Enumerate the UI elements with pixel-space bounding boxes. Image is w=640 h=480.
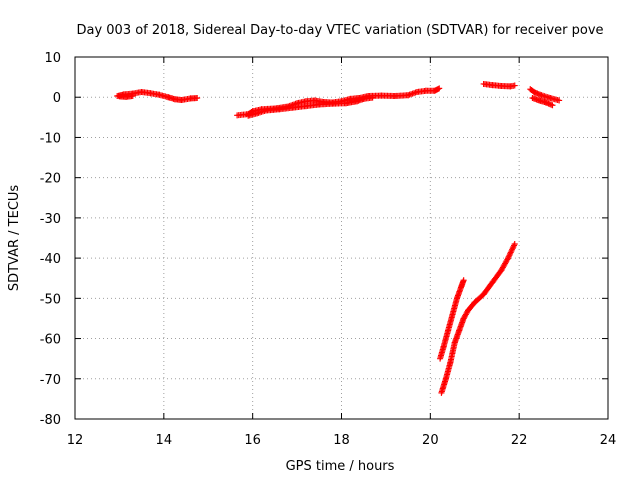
y-tick-label: -70 [40, 373, 61, 388]
data-point [460, 277, 467, 284]
y-axis-label: SDTVAR / TECUs [7, 185, 22, 292]
x-tick-label: 22 [511, 433, 528, 448]
data-point [549, 102, 556, 109]
x-tick-label: 14 [156, 433, 173, 448]
data-points [114, 80, 563, 396]
y-tick-label: -30 [40, 212, 61, 227]
x-tick-label: 24 [600, 433, 617, 448]
chart-title: Day 003 of 2018, Sidereal Day-to-day VTE… [76, 23, 603, 38]
x-tick-label: 18 [333, 433, 350, 448]
data-point [436, 85, 443, 92]
y-tick-label: -80 [40, 413, 61, 428]
data-point [435, 85, 442, 92]
data-point [194, 95, 201, 102]
x-tick-label: 16 [244, 433, 261, 448]
data-point [369, 94, 376, 101]
data-point [511, 241, 518, 248]
y-tick-label: 0 [53, 91, 61, 106]
x-tick-label: 20 [422, 433, 439, 448]
y-tick-label: -50 [40, 292, 61, 307]
y-tick-label: -20 [40, 172, 61, 187]
axis-ticks: 12 14 16 18 20 22 24 10 0 -10 -20 -30 -40 -50 -60 -70 -8… [40, 51, 617, 448]
y-tick-label: -60 [40, 333, 61, 348]
data-point [511, 82, 518, 89]
data-point [556, 97, 563, 104]
grid-lines [75, 57, 608, 419]
y-tick-label: -10 [40, 131, 61, 146]
y-tick-label: -40 [40, 252, 61, 267]
x-axis-label: GPS time / hours [286, 459, 395, 474]
x-tick-label: 12 [67, 433, 84, 448]
data-point [129, 93, 136, 100]
y-tick-label: 10 [44, 51, 61, 66]
